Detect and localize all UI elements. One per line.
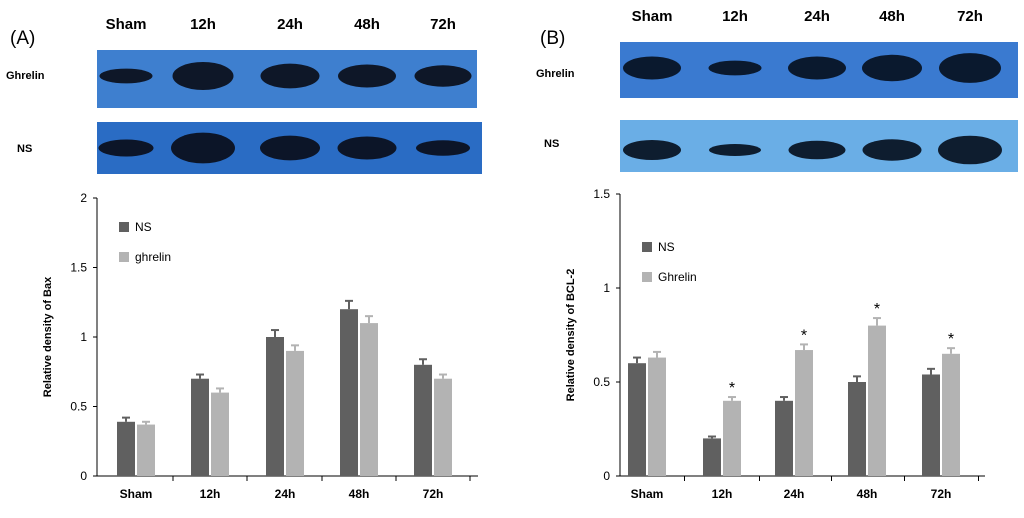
blot-band [938, 135, 1002, 165]
panel-label: (B) [540, 28, 566, 49]
x-tick-label: Sham [120, 487, 153, 501]
legend-label: NS [135, 220, 152, 234]
x-tick-label: 24h [784, 487, 805, 501]
blot-row-label-ns: NS [544, 138, 560, 150]
panel-b: (B) Sham 12h 24h 48h 72h Ghrelin NS 0 0.5… [512, 0, 1024, 518]
lane-label-48h: 48h [879, 8, 905, 25]
blot-row-label-ghrelin: Ghrelin [6, 70, 45, 82]
lane-label-12h: 12h [190, 16, 216, 33]
bar [795, 350, 813, 476]
bar-chart-bax: 0 0.5 1 1.5 2 Sham 12h 24h 48h 72h Relative densit… [42, 191, 478, 501]
blot-band [172, 61, 234, 91]
bar [628, 363, 646, 476]
y-tick-label: 1.5 [593, 188, 610, 201]
legend-label: NS [658, 240, 675, 254]
x-tick-label: 72h [931, 487, 952, 501]
bar [360, 323, 378, 476]
bar [868, 325, 886, 476]
blot-band [416, 140, 470, 156]
blot-band [338, 64, 396, 88]
bar [117, 421, 135, 476]
blot-band [99, 68, 153, 84]
x-tick-label: 12h [712, 487, 733, 501]
blot-band [623, 56, 681, 80]
x-tick-label: 72h [423, 487, 444, 501]
blot-band [337, 136, 397, 160]
lane-label-24h: 24h [804, 8, 830, 25]
x-tick-label: Sham [631, 487, 664, 501]
blot-band [414, 65, 472, 87]
bar [703, 438, 721, 476]
bar [434, 378, 452, 476]
bar-chart-bcl2: 0 0.5 1 1.5 Sham 12h 24h 48h 72h Relative density… [565, 188, 985, 501]
lane-label-48h: 48h [354, 16, 380, 33]
y-tick-label: 2 [80, 191, 87, 205]
blot-band [708, 60, 762, 76]
y-tick-label: 1 [603, 281, 610, 295]
bar [211, 392, 229, 476]
bar [286, 350, 304, 476]
bar [942, 353, 960, 476]
panel-label: (A) [10, 28, 36, 49]
blot-band [862, 54, 922, 82]
bar [137, 424, 155, 476]
bar [191, 378, 209, 476]
lane-label-sham: Sham [105, 16, 147, 33]
legend-swatch [119, 222, 129, 232]
y-tick-label: 0.5 [70, 400, 87, 414]
bar [848, 382, 866, 476]
bar [648, 357, 666, 476]
y-tick-label: 0 [603, 469, 610, 483]
blot-band [939, 53, 1001, 83]
y-tick-label: 1 [80, 330, 87, 344]
bar [340, 309, 358, 476]
legend-label: ghrelin [135, 250, 171, 264]
bar [266, 337, 284, 476]
legend-label: Ghrelin [658, 270, 697, 284]
y-tick-label: 0 [80, 469, 87, 483]
blot-bands [98, 61, 472, 164]
significance-marker: * [801, 327, 807, 344]
bar [723, 400, 741, 476]
x-tick-label: 24h [275, 487, 296, 501]
x-tick-label: 12h [200, 487, 221, 501]
western-blot-a [97, 50, 482, 174]
blot-band [98, 139, 154, 157]
blot-band [788, 56, 846, 80]
x-tick-label: 48h [349, 487, 370, 501]
y-axis-title: Relative density of Bax [42, 276, 54, 397]
legend-swatch [119, 252, 129, 262]
y-tick-label: 1.5 [70, 261, 87, 275]
blot-band [260, 135, 320, 161]
x-tick-label: 48h [857, 487, 878, 501]
legend-swatch [642, 242, 652, 252]
panel-a: (A) Sham 12h 24h 48h 72h Ghrelin NS 0 0.5… [6, 16, 482, 501]
y-axis-title: Relative density of BCL-2 [565, 269, 577, 402]
blot-row-label-ghrelin: Ghrelin [536, 68, 575, 80]
lane-label-72h: 72h [957, 8, 983, 25]
blot-band [788, 140, 846, 160]
western-blot-b [620, 42, 1018, 172]
blot-bands [623, 53, 1002, 165]
lane-label-72h: 72h [430, 16, 456, 33]
blot-band [260, 63, 320, 89]
significance-marker: * [874, 301, 880, 318]
blot-band [709, 144, 761, 156]
blot-band [862, 139, 922, 161]
blot-row-label-ns: NS [17, 143, 33, 155]
bar [775, 400, 793, 476]
lane-label-12h: 12h [722, 8, 748, 25]
lane-label-sham: Sham [631, 8, 673, 25]
y-tick-label: 0.5 [593, 375, 610, 389]
legend-swatch [642, 272, 652, 282]
significance-marker: * [729, 380, 735, 397]
blot-band [623, 139, 681, 161]
significance-marker: * [948, 331, 954, 348]
blot-band [171, 132, 235, 164]
bar [922, 374, 940, 476]
bar [414, 364, 432, 476]
lane-label-24h: 24h [277, 16, 303, 33]
